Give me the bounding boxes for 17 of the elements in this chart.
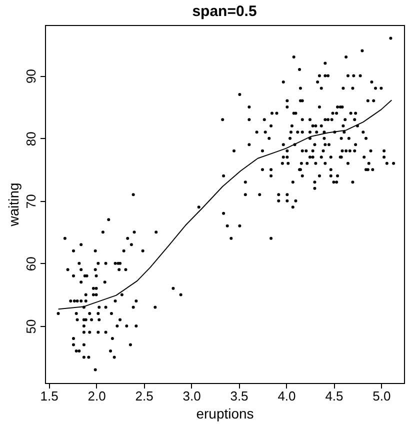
y-tick-label: 90 <box>24 69 38 84</box>
y-tick-label: 50 <box>24 319 38 334</box>
x-tick-label: 1.5 <box>40 388 58 404</box>
y-tick-label: 60 <box>24 256 38 272</box>
y-axis-title: waiting <box>6 182 22 228</box>
x-tick-label: 3.5 <box>230 388 248 404</box>
x-tick-label: 3.0 <box>182 388 201 404</box>
y-tick-label: 70 <box>24 194 38 209</box>
x-tick-label: 4.5 <box>325 388 344 404</box>
x-tick-label: 2.0 <box>88 388 106 404</box>
x-tick-label: 2.5 <box>135 388 154 404</box>
x-axis-title: eruptions <box>196 406 254 422</box>
x-tick-label: 5.0 <box>372 388 391 404</box>
chart-title: span=0.5 <box>192 3 257 20</box>
y-tick-label: 80 <box>24 132 38 146</box>
x-tick-label: 4.0 <box>278 388 296 404</box>
line-series <box>58 100 392 310</box>
